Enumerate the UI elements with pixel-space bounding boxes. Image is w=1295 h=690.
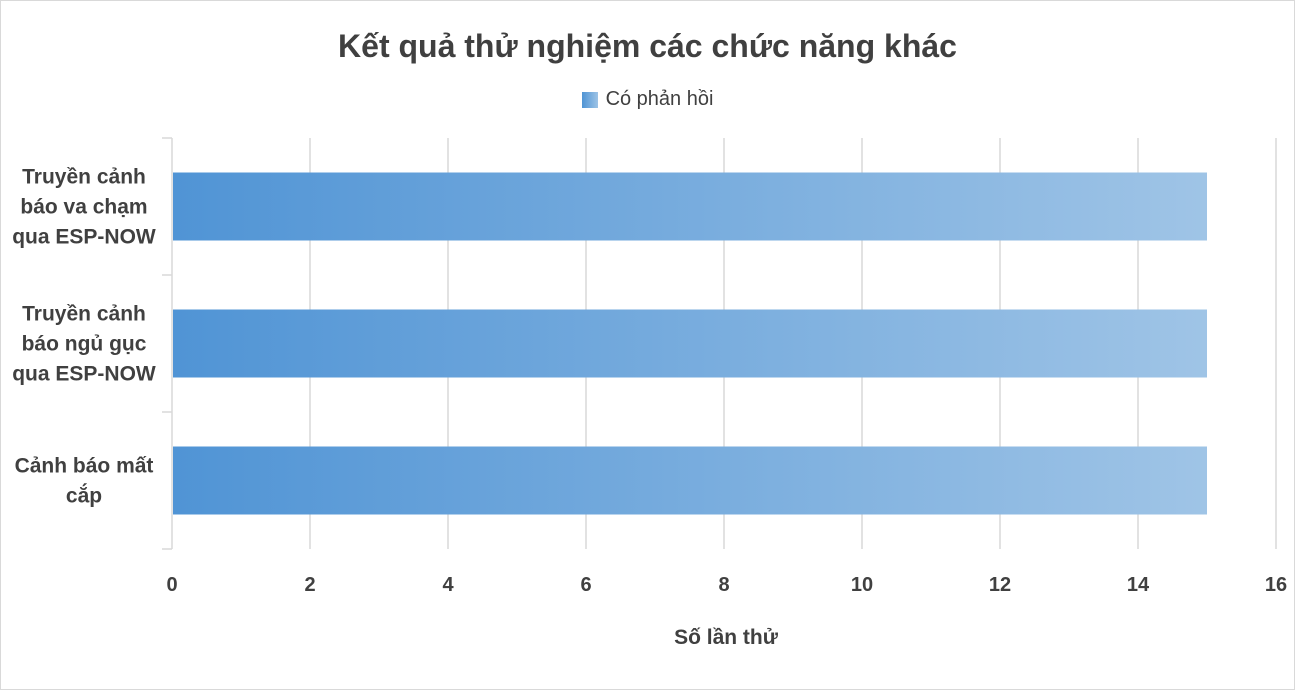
category-label: Truyền cảnh [22, 166, 146, 189]
x-tick-label: 16 [1265, 574, 1287, 596]
x-tick-label: 6 [580, 574, 591, 596]
x-tick-label: 8 [718, 574, 729, 596]
legend-swatch [581, 91, 598, 108]
x-tick-label: 10 [851, 574, 873, 596]
chart-title: Kết quả thử nghiệm các chức năng khác [338, 28, 957, 64]
category-label: Cảnh báo mất [15, 455, 154, 478]
x-tick-label: 14 [1127, 574, 1150, 596]
legend-label: Có phản hồi [605, 88, 714, 110]
x-tick-label: 2 [304, 574, 315, 596]
category-label: báo va chạm [20, 196, 147, 219]
category-label: cắp [66, 484, 102, 508]
category-label: Truyền cảnh [22, 303, 146, 326]
bar [173, 446, 1207, 515]
x-tick-label: 0 [166, 574, 177, 596]
category-label: báo ngủ gục [22, 333, 147, 356]
category-label: qua ESP-NOW [12, 226, 156, 249]
chart-legend: Có phản hồi [0, 88, 1295, 111]
x-tick-label: 12 [989, 574, 1011, 596]
bar [173, 309, 1207, 378]
bar [173, 172, 1207, 241]
x-axis-title: Số lần thử [674, 626, 779, 649]
category-label: qua ESP-NOW [12, 363, 156, 386]
x-tick-label: 4 [442, 574, 454, 596]
